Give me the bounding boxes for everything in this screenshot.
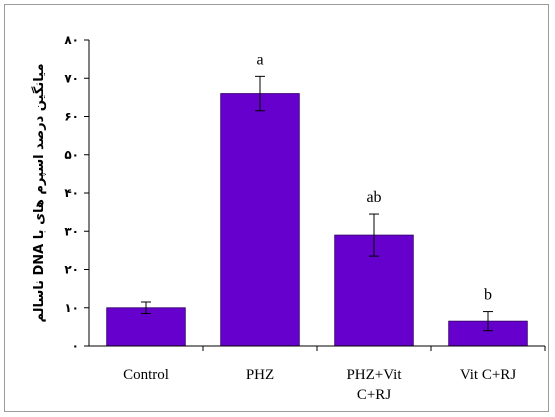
y-tick-label: ١٠ xyxy=(64,301,79,315)
y-tick-label: ٨٠ xyxy=(64,33,79,47)
x-tick-label: PHZ xyxy=(246,367,274,383)
y-axis-title: میانگین درصد اسپرم های با DNA ناسالم xyxy=(31,63,47,322)
y-axis-ticks: ٠ ١٠ ٢٠ ٣٠ ۴٠ ۵٠ ۶٠ ٧٠ ٨٠ xyxy=(64,33,89,353)
significance-label: ab xyxy=(366,189,381,206)
x-tick-label: Vit C+RJ xyxy=(460,367,516,383)
bar-significance-labels: a ab b xyxy=(256,51,492,303)
bars-group xyxy=(106,93,528,347)
x-tick-label: C+RJ xyxy=(357,387,391,403)
y-tick-label: ۴٠ xyxy=(64,186,79,200)
error-bars-group xyxy=(141,75,493,332)
x-tick-label: Control xyxy=(123,367,169,383)
y-tick-label: ٠ xyxy=(72,339,79,353)
y-tick-label: ۶٠ xyxy=(64,110,79,124)
y-tick-label: ٣٠ xyxy=(64,224,79,238)
y-tick-label: ٢٠ xyxy=(64,263,79,277)
significance-label: a xyxy=(256,51,263,68)
y-tick-label: ۵٠ xyxy=(64,148,79,162)
significance-label: b xyxy=(484,287,492,304)
x-tick-label: PHZ+Vit xyxy=(346,367,402,383)
bar xyxy=(220,93,300,347)
y-tick-label: ٧٠ xyxy=(64,71,79,85)
x-axis-tick-labels: Control PHZ PHZ+Vit C+RJ Vit C+RJ xyxy=(123,346,546,403)
